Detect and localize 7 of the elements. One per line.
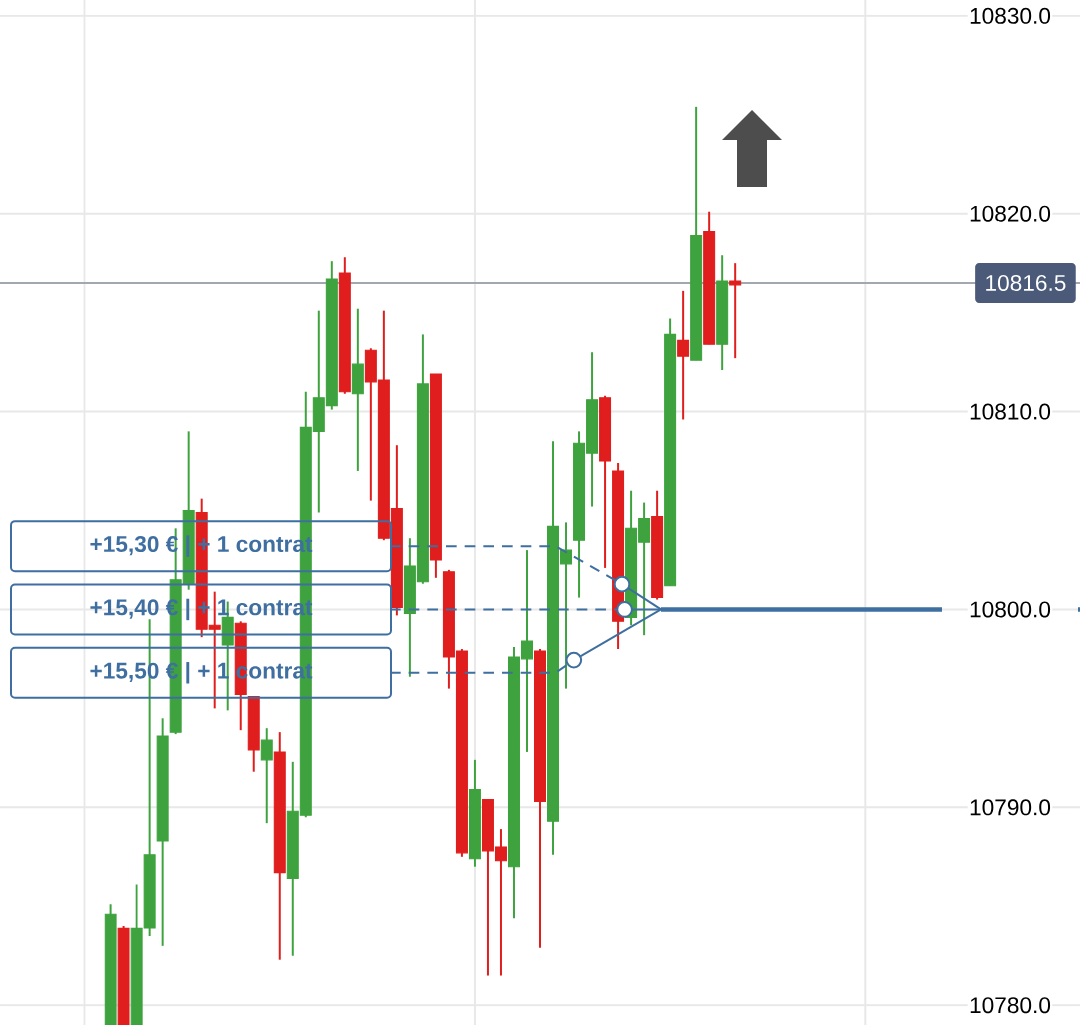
y-tick-label: 10790.0	[970, 799, 1051, 816]
y-tick-label: 10820.0	[970, 205, 1051, 222]
y-tick-label: 10810.0	[970, 403, 1051, 420]
y-tick-label: 10800.0	[970, 601, 1051, 618]
ref-line-label: 10816.5	[986, 274, 1066, 291]
y-tick-label: 10780.0	[970, 997, 1051, 1014]
y-tick-label: 10830.0	[970, 7, 1051, 24]
